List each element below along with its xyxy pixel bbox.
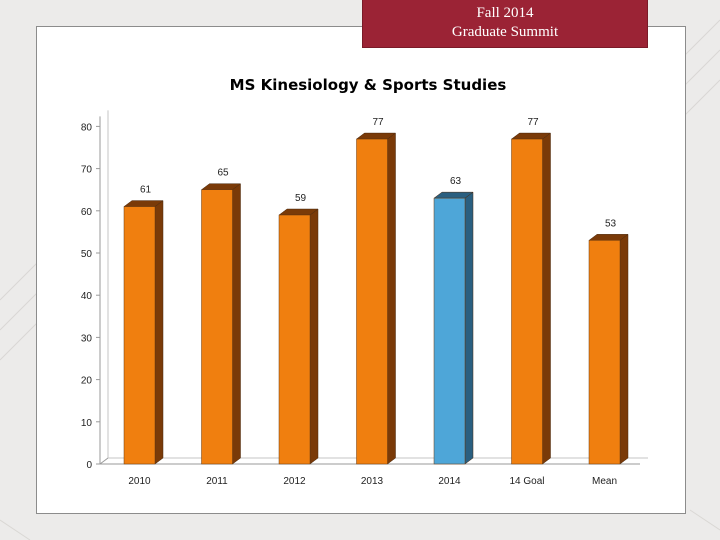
bar-side [542,132,551,465]
bar-side [309,208,319,465]
bar-value-label: 63 [450,176,462,187]
bar-side [619,233,629,465]
chart-title: MS Kinesiology & Sports Studies [229,76,507,94]
y-tick-label: 50 [81,249,93,260]
y-tick-label: 80 [81,122,93,133]
bar [201,189,233,465]
bar [433,197,466,465]
banner-line-1: Fall 2014 [476,5,534,21]
y-tick-label: 40 [81,291,93,302]
y-tick-label: 20 [81,376,93,387]
x-tick-label: 2014 [438,476,461,487]
y-tick-label: 0 [86,460,92,471]
bar-value-label: 53 [605,218,617,229]
bar-side [464,191,474,465]
axis-depth-line [99,457,109,465]
y-tick-label: 30 [81,333,93,344]
x-tick-label: 2011 [206,476,228,487]
bar [356,138,388,465]
bar-value-label: 59 [295,193,307,204]
x-tick-label: 14 Goal [509,476,544,487]
event-banner: Fall 2014 Graduate Summit [362,0,648,48]
y-tick-label: 60 [81,207,93,218]
bar-value-label: 77 [527,117,539,128]
banner-line-2: Graduate Summit [451,24,559,40]
x-tick-label: 2010 [128,476,151,487]
bar-side [232,183,241,465]
bar [588,240,621,465]
bar [278,214,311,465]
bar-value-label: 65 [217,168,229,179]
bar-value-label: 61 [140,185,152,196]
bar-value-label: 77 [372,117,384,128]
x-tick-label: Mean [592,476,617,487]
x-tick-label: 2012 [283,476,306,487]
bar-side [387,132,396,465]
y-tick-label: 70 [81,165,93,176]
y-tick-label: 10 [81,418,93,429]
bar [123,206,156,465]
x-tick-label: 2013 [361,476,384,487]
bar-side [154,200,164,465]
bar [511,138,543,465]
